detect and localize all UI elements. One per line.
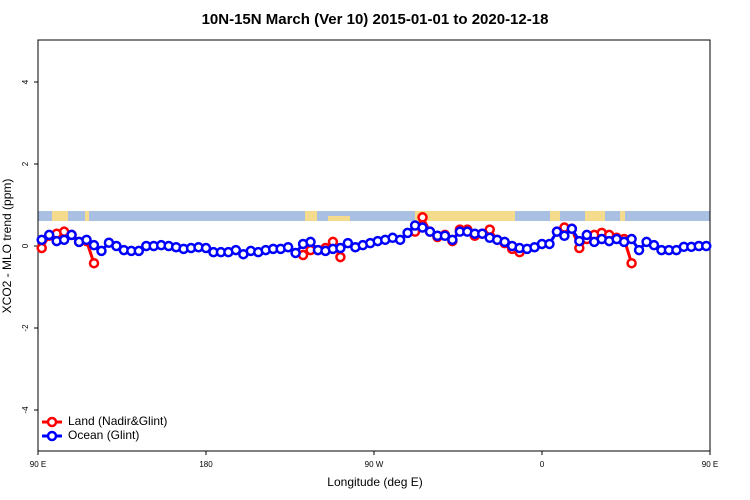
- land-patch: [328, 216, 350, 221]
- y-tick-label: -2: [21, 324, 30, 332]
- land-patch: [52, 211, 68, 221]
- land-patch: [550, 211, 560, 221]
- point: [36, 234, 47, 246]
- point: [305, 236, 316, 248]
- point: [335, 242, 346, 254]
- point: [342, 237, 354, 249]
- point: [230, 244, 242, 256]
- point: [36, 242, 47, 254]
- point: [559, 230, 570, 241]
- point: [439, 230, 451, 241]
- point: [633, 244, 645, 256]
- y-tick-label: -4: [21, 406, 30, 414]
- y-axis-label: XCO2 - MLO trend (ppm): [0, 179, 14, 314]
- land-patch: [415, 211, 515, 221]
- point: [626, 257, 637, 269]
- point: [58, 234, 70, 246]
- point: [133, 245, 145, 257]
- point: [701, 240, 712, 252]
- y-tick-label: 4: [21, 79, 30, 84]
- x-tick-label: 0: [540, 460, 545, 469]
- point: [88, 257, 100, 269]
- map-strip: [38, 211, 710, 221]
- point: [544, 238, 555, 250]
- x-tick-label: 180: [199, 460, 213, 469]
- point: [290, 247, 301, 259]
- point: [394, 234, 406, 246]
- point: [566, 223, 578, 235]
- point: [499, 236, 510, 248]
- point: [648, 239, 660, 251]
- legend-marker: [46, 416, 58, 428]
- point: [574, 235, 585, 247]
- legend-label: Ocean (Glint): [68, 428, 139, 442]
- point: [335, 251, 346, 263]
- point: [581, 229, 593, 241]
- x-axis-label: Longitude (deg E): [327, 475, 422, 489]
- y-tick-label: 0: [21, 243, 30, 248]
- land-patch: [305, 211, 317, 221]
- point: [88, 239, 100, 251]
- point: [402, 227, 413, 239]
- point: [551, 226, 563, 237]
- land-patch: [85, 211, 89, 221]
- point: [447, 234, 458, 246]
- y-tick-label: 2: [21, 161, 30, 166]
- ocean-strip: [38, 211, 710, 221]
- x-tick-label: 90 E: [702, 460, 718, 469]
- legend: Land (Nadir&Glint)Ocean (Glint): [42, 414, 167, 442]
- point: [417, 222, 428, 233]
- point: [282, 241, 294, 253]
- point: [96, 245, 107, 257]
- point: [43, 229, 55, 241]
- point: [200, 242, 212, 254]
- point: [81, 234, 92, 246]
- point: [417, 212, 428, 223]
- point: [111, 240, 122, 252]
- point: [424, 226, 436, 237]
- x-tick-label: 90 E: [30, 460, 46, 469]
- land-patch: [620, 211, 625, 221]
- legend-marker: [46, 430, 58, 442]
- legend-label: Land (Nadir&Glint): [68, 414, 167, 428]
- land-patch: [585, 211, 605, 221]
- point: [66, 229, 77, 241]
- x-tick-label: 90 W: [365, 460, 384, 469]
- chart-title: 10N-15N March (Ver 10) 2015-01-01 to 202…: [202, 11, 549, 28]
- point: [626, 233, 637, 245]
- point: [477, 228, 488, 239]
